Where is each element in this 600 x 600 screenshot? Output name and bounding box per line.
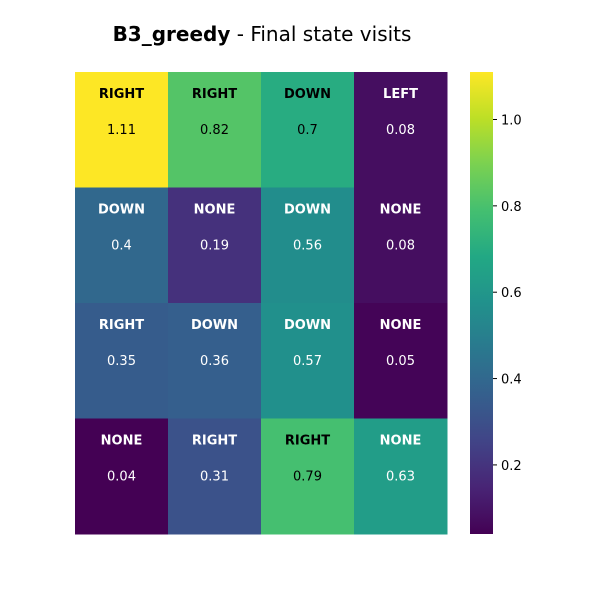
cell-action-label: NONE: [194, 203, 236, 218]
heatmap-cell: RIGHT 0.82: [168, 72, 262, 188]
heatmap-cell-rect: [354, 187, 448, 304]
cell-value-label: 0.08: [386, 123, 415, 138]
heatmap-cell: DOWN 0.36: [168, 303, 262, 419]
cell-value-label: 1.11: [107, 123, 136, 138]
heatmap-cell-rect: [75, 72, 169, 188]
heatmap-cell-rect: [261, 418, 355, 535]
heatmap-cell: NONE 0.04: [75, 418, 169, 535]
cell-action-label: NONE: [380, 434, 422, 449]
heatmap-cell: RIGHT 0.31: [168, 418, 262, 535]
cell-value-label: 0.79: [293, 470, 322, 485]
heatmap-cell-rect: [261, 187, 355, 304]
colorbar-tick-label: 0.4: [501, 373, 522, 388]
chart-title: B3_greedy - Final state visits: [0, 22, 524, 46]
cell-action-label: RIGHT: [192, 87, 237, 102]
heatmap-cell: LEFT 0.08: [354, 72, 448, 188]
colorbar-tick-label: 0.6: [501, 286, 522, 301]
heatmap-cell-rect: [354, 72, 448, 188]
heatmap-cell-rect: [75, 303, 169, 419]
cell-action-label: RIGHT: [285, 434, 330, 449]
cell-value-label: 0.05: [386, 354, 415, 369]
heatmap-cell-rect: [75, 187, 169, 304]
cell-value-label: 0.31: [200, 470, 229, 485]
cell-action-label: RIGHT: [99, 87, 144, 102]
heatmap-cell: DOWN 0.56: [261, 187, 355, 304]
heatmap-cell-rect: [261, 303, 355, 419]
heatmap-cell: DOWN 0.57: [261, 303, 355, 419]
heatmap-cell: NONE 0.19: [168, 187, 262, 304]
colorbar-tick-label: 1.0: [501, 113, 522, 128]
heatmap-grid: RIGHT 1.11 RIGHT 0.82 DOWN 0.7 LEFT 0.08 DOWN 0.4…: [75, 72, 448, 535]
heatmap-cell: NONE 0.63: [354, 418, 448, 535]
heatmap-cell-rect: [168, 187, 262, 304]
heatmap-cell: DOWN 0.4: [75, 187, 169, 304]
cell-action-label: RIGHT: [192, 434, 237, 449]
cell-value-label: 0.57: [293, 354, 322, 369]
heatmap-cell: DOWN 0.7: [261, 72, 355, 188]
cell-action-label: DOWN: [191, 318, 238, 333]
cell-action-label: DOWN: [284, 87, 331, 102]
cell-action-label: NONE: [380, 203, 422, 218]
cell-value-label: 0.36: [200, 354, 229, 369]
colorbar-tick-label: 0.8: [501, 200, 522, 215]
cell-action-label: DOWN: [98, 203, 145, 218]
cell-value-label: 0.82: [200, 123, 229, 138]
heatmap-cell-rect: [354, 303, 448, 419]
colorbar: 0.2 0.4 0.6 0.8 1.0: [470, 72, 522, 534]
cell-action-label: NONE: [380, 318, 422, 333]
chart-title-bold: B3_greedy: [112, 22, 231, 46]
cell-action-label: DOWN: [284, 203, 331, 218]
cell-value-label: 0.4: [111, 239, 132, 254]
cell-action-label: NONE: [101, 434, 143, 449]
heatmap-cell: NONE 0.08: [354, 187, 448, 304]
cell-value-label: 0.63: [386, 470, 415, 485]
cell-value-label: 0.56: [293, 239, 322, 254]
colorbar-gradient: [470, 72, 493, 534]
chart-title-rest: - Final state visits: [230, 22, 412, 46]
colorbar-tick-label: 0.2: [501, 459, 522, 474]
heatmap-cell-rect: [354, 418, 448, 535]
heatmap-cell-rect: [75, 418, 169, 535]
heatmap-cell: RIGHT 0.35: [75, 303, 169, 419]
cell-value-label: 0.04: [107, 470, 136, 485]
cell-value-label: 0.7: [297, 123, 318, 138]
cell-value-label: 0.08: [386, 239, 415, 254]
cell-action-label: RIGHT: [99, 318, 144, 333]
cell-value-label: 0.35: [107, 354, 136, 369]
heatmap-cell: RIGHT 0.79: [261, 418, 355, 535]
heatmap-cell-rect: [168, 72, 262, 188]
heatmap-cell-rect: [261, 72, 355, 188]
cell-action-label: DOWN: [284, 318, 331, 333]
cell-value-label: 0.19: [200, 239, 229, 254]
heatmap-cell-rect: [168, 418, 262, 535]
heatmap-cell: RIGHT 1.11: [75, 72, 169, 188]
heatmap-cell-rect: [168, 303, 262, 419]
heatmap-cell: NONE 0.05: [354, 303, 448, 419]
cell-action-label: LEFT: [383, 87, 418, 102]
